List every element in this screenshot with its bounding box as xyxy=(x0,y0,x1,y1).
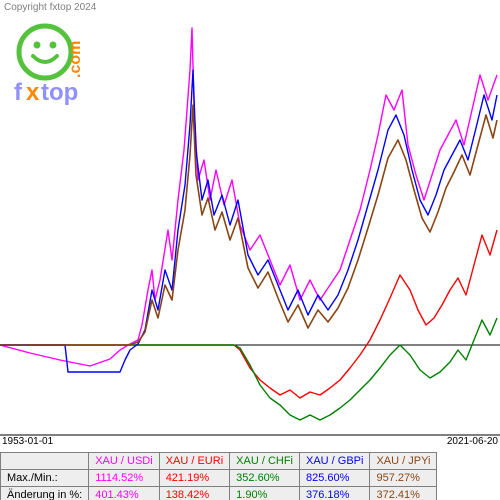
col-header: XAU / EURi xyxy=(159,453,229,470)
cell-change: 372.41% xyxy=(370,487,437,500)
price-chart xyxy=(0,0,500,436)
cell-change: 138.42% xyxy=(159,487,229,500)
row-header-change: Änderung in %: xyxy=(1,487,89,500)
series-gbp xyxy=(0,70,497,372)
x-axis-start: 1953-01-01 xyxy=(2,436,53,447)
col-header: XAU / GBPi xyxy=(300,453,370,470)
cell-maxmin: 352.60% xyxy=(230,470,300,487)
col-header: XAU / USDi xyxy=(89,453,159,470)
cell-maxmin: 421.19% xyxy=(159,470,229,487)
cell-change: 376.18% xyxy=(300,487,370,500)
col-header: XAU / CHFi xyxy=(230,453,300,470)
stats-table: XAU / USDiXAU / EURiXAU / CHFiXAU / GBPi… xyxy=(0,452,437,500)
row-header-maxmin: Max./Min.: xyxy=(1,470,89,487)
series-jpy xyxy=(0,105,497,345)
x-axis-end: 2021-06-20 xyxy=(447,436,498,447)
cell-change: 401.43% xyxy=(89,487,159,500)
cell-change: 1.90% xyxy=(230,487,300,500)
cell-maxmin: 957.27% xyxy=(370,470,437,487)
series-chf xyxy=(0,318,497,420)
col-header: XAU / JPYi xyxy=(370,453,437,470)
cell-maxmin: 825.60% xyxy=(300,470,370,487)
table-corner xyxy=(1,453,89,470)
cell-maxmin: 1114.52% xyxy=(89,470,159,487)
series-usd xyxy=(0,28,497,366)
